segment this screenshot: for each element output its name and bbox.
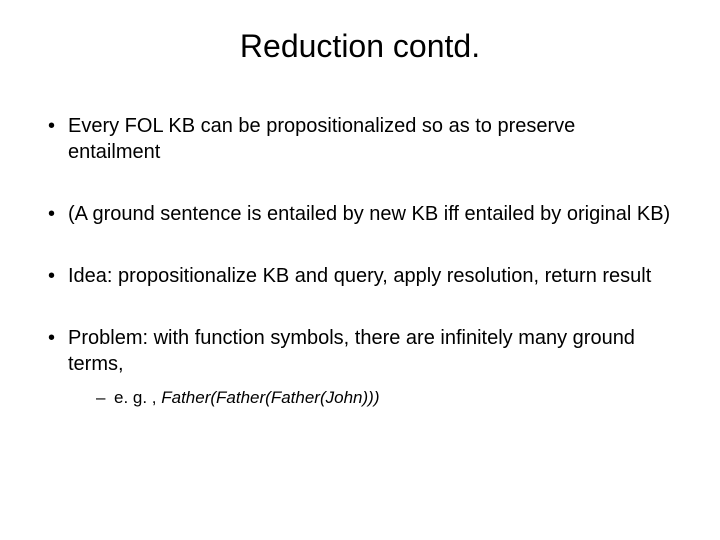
sub-bullet-marker: – bbox=[96, 387, 114, 409]
sub-bullet-prefix: e. g. , bbox=[114, 388, 161, 407]
bullet-item: • Every FOL KB can be propositionalized … bbox=[48, 113, 672, 165]
bullet-text: Every FOL KB can be propositionalized so… bbox=[68, 113, 672, 165]
bullet-list: • Every FOL KB can be propositionalized … bbox=[48, 113, 672, 409]
bullet-item: • Problem: with function symbols, there … bbox=[48, 325, 672, 409]
bullet-item: • Idea: propositionalize KB and query, a… bbox=[48, 263, 672, 289]
sub-bullet-text: e. g. , Father(Father(Father(John))) bbox=[114, 387, 672, 409]
bullet-text: Problem: with function symbols, there ar… bbox=[68, 327, 635, 375]
sub-bullet-italic: Father(Father(Father(John))) bbox=[161, 388, 379, 407]
bullet-marker: • bbox=[48, 263, 68, 289]
bullet-text: Idea: propositionalize KB and query, app… bbox=[68, 263, 672, 289]
bullet-group: Problem: with function symbols, there ar… bbox=[68, 325, 672, 409]
sub-bullet-item: – e. g. , Father(Father(Father(John))) bbox=[96, 387, 672, 409]
bullet-marker: • bbox=[48, 113, 68, 139]
bullet-item: • (A ground sentence is entailed by new … bbox=[48, 201, 672, 227]
bullet-marker: • bbox=[48, 325, 68, 351]
bullet-marker: • bbox=[48, 201, 68, 227]
bullet-text: (A ground sentence is entailed by new KB… bbox=[68, 201, 672, 227]
slide-title: Reduction contd. bbox=[48, 28, 672, 65]
